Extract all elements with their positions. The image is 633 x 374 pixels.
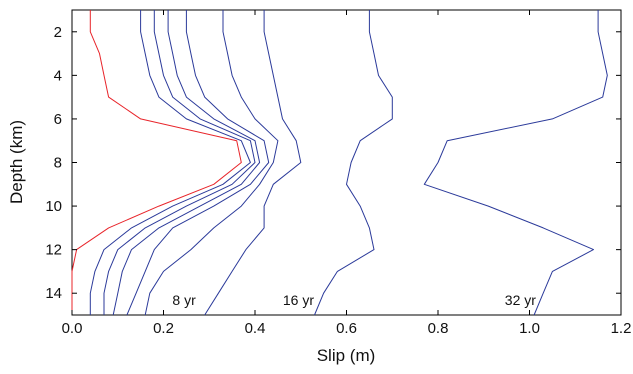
- x-tick-label: 1.2: [611, 320, 632, 337]
- y-tick-label: 2: [54, 24, 62, 41]
- x-tick-label: 0.6: [336, 320, 357, 337]
- postseismic-slip-line-1: [89, 10, 251, 315]
- postseismic-slip-line-7: [314, 10, 393, 316]
- coseismic-slip-line: [71, 10, 242, 315]
- x-tick-label: 0.2: [153, 320, 174, 337]
- time-annotation: 16 yr: [283, 292, 314, 308]
- x-tick-label: 0.4: [245, 320, 266, 337]
- postseismic-slip-line-8: [423, 10, 608, 316]
- x-tick-label: 0.0: [62, 320, 83, 337]
- y-axis-title: Depth (km): [7, 120, 26, 204]
- y-tick-label: 4: [54, 67, 62, 84]
- time-annotation: 32 yr: [505, 292, 536, 308]
- postseismic-slip-line-2: [103, 10, 256, 315]
- postseismic-slip-line-6: [204, 10, 302, 316]
- y-tick-label: 14: [45, 285, 62, 302]
- x-tick-label: 0.8: [428, 320, 449, 337]
- series-layer: [71, 10, 608, 316]
- postseismic-slip-line-3: [112, 10, 261, 316]
- y-tick-label: 12: [45, 242, 62, 259]
- y-tick-label: 6: [54, 111, 62, 128]
- x-tick-label: 1.0: [519, 320, 540, 337]
- postseismic-slip-line-4: [126, 10, 270, 316]
- time-annotation: 8 yr: [172, 292, 196, 308]
- x-ticks: 0.0 0.2 0.4 0.6 0.8 1.0 1.2: [62, 10, 632, 337]
- postseismic-slip-line-5: [144, 10, 279, 316]
- y-tick-label: 10: [45, 198, 62, 215]
- x-axis-title: Slip (m): [317, 346, 376, 365]
- y-ticks: 2 4 6 8 10 12 14: [45, 24, 621, 302]
- plot-frame: [71, 9, 622, 316]
- annotations: 8 yr 16 yr 32 yr: [172, 292, 536, 308]
- y-tick-label: 8: [54, 155, 62, 172]
